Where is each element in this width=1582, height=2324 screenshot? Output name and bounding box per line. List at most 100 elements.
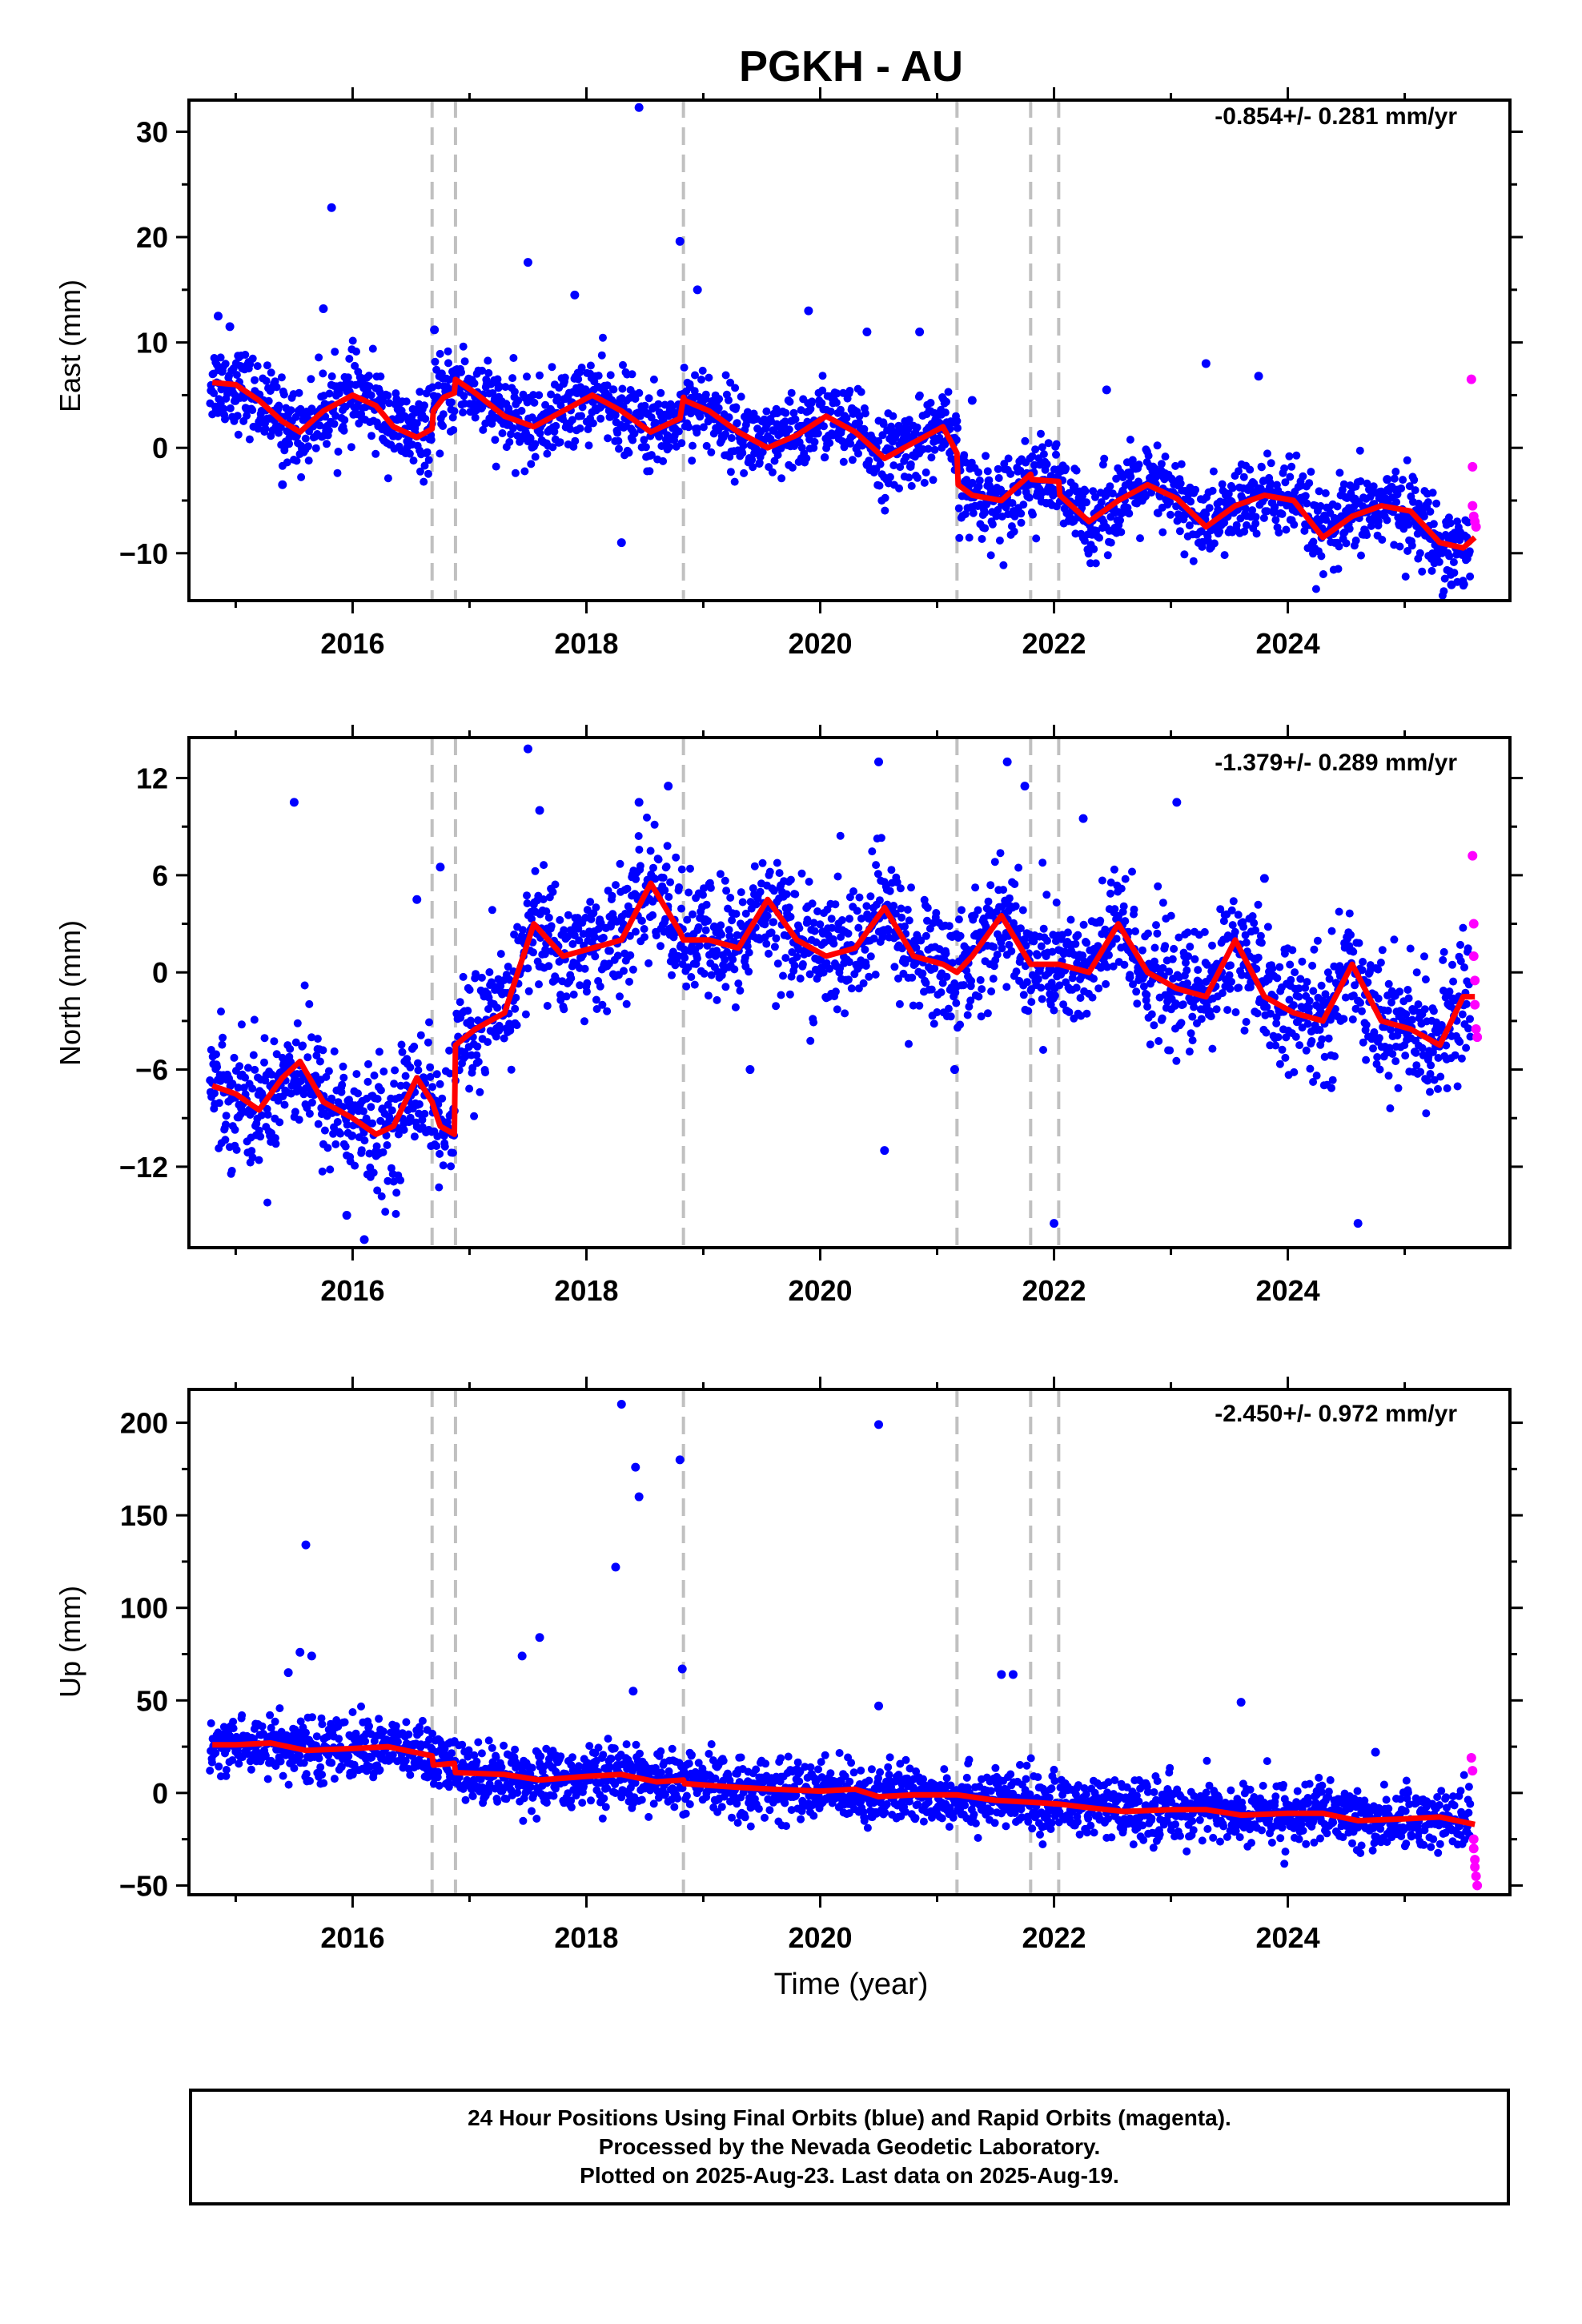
east-final-point — [367, 391, 375, 400]
north-final-point — [1458, 1010, 1467, 1019]
north-final-point — [1120, 960, 1129, 969]
north-final-point — [1234, 911, 1243, 919]
north-final-point — [218, 1040, 227, 1049]
north-final-point — [1388, 1050, 1397, 1058]
east-final-point — [921, 468, 930, 476]
east-final-point — [1017, 518, 1026, 527]
north-final-point — [1011, 902, 1020, 911]
north-final-point — [1034, 975, 1042, 983]
north-final-point — [271, 1140, 280, 1148]
north-final-point — [447, 1162, 456, 1171]
east-final-point — [1428, 489, 1437, 497]
east-final-point — [1439, 587, 1448, 596]
north-rapid-point — [1470, 975, 1480, 986]
east-final-point — [941, 408, 950, 417]
north-final-point — [1023, 978, 1031, 987]
east-final-point — [1103, 551, 1112, 560]
north-final-point — [275, 1118, 284, 1127]
north-final-point — [232, 1145, 241, 1154]
east-final-point — [826, 407, 835, 416]
north-final-point — [990, 943, 998, 951]
east-final-point — [981, 524, 990, 533]
east-final-point — [635, 388, 644, 397]
north-final-point — [896, 884, 905, 893]
north-final-point — [736, 987, 745, 995]
north-rapid-point — [1468, 951, 1479, 961]
north-final-point — [1168, 955, 1177, 963]
east-final-point — [232, 371, 241, 380]
east-final-point — [1311, 585, 1320, 593]
north-final-point — [1138, 946, 1146, 955]
east-final-point — [1391, 468, 1400, 476]
east-final-point — [478, 366, 487, 375]
east-final-point — [781, 408, 790, 417]
east-final-point — [644, 394, 653, 403]
north-final-point — [1253, 1009, 1262, 1018]
east-final-point — [460, 392, 468, 400]
east-final-point — [651, 418, 660, 427]
east-final-point — [1423, 498, 1432, 507]
north-final-point — [391, 1209, 400, 1218]
east-final-point — [275, 401, 283, 410]
east-final-point — [630, 429, 639, 438]
east-final-point — [1446, 519, 1455, 528]
east-final-point — [836, 405, 845, 414]
east-final-point — [324, 426, 333, 435]
north-final-point — [1082, 939, 1091, 947]
north-final-point — [315, 1057, 324, 1066]
east-final-point — [1191, 485, 1200, 494]
north-final-point — [612, 881, 620, 890]
east-final-point — [787, 388, 796, 397]
north-final-point — [1286, 960, 1295, 969]
east-final-point — [1427, 566, 1436, 575]
north-final-point — [260, 1058, 268, 1067]
north-final-point — [1256, 931, 1265, 940]
north-final-point — [1019, 991, 1028, 999]
north-final-point — [750, 862, 759, 870]
east-final-point — [865, 456, 873, 465]
east-final-point — [726, 378, 735, 387]
north-final-point — [523, 891, 531, 900]
east-final-point — [1081, 487, 1090, 496]
north-final-point — [1466, 1015, 1474, 1023]
east-final-point — [974, 468, 983, 476]
north-final-point — [773, 858, 781, 867]
north-final-point — [1303, 1019, 1312, 1028]
north-final-point — [1119, 902, 1128, 911]
north-final-point — [1303, 978, 1311, 987]
north-final-point — [521, 1010, 530, 1019]
north-final-point — [632, 875, 640, 883]
north-final-point — [793, 953, 801, 961]
up-final-point — [312, 1732, 321, 1741]
north-final-point — [420, 1109, 429, 1118]
east-outlier-points — [214, 103, 1456, 589]
north-final-point — [1154, 1037, 1163, 1045]
north-final-point — [1443, 1084, 1452, 1092]
north-final-point — [360, 1136, 369, 1145]
north-final-point — [1150, 943, 1159, 952]
north-final-point — [974, 992, 983, 1001]
north-final-point — [300, 981, 309, 990]
east-final-point — [889, 412, 897, 420]
up-final-point — [271, 1717, 279, 1726]
up-final-point — [263, 1775, 272, 1783]
east-final-point — [955, 533, 964, 542]
east-final-point — [889, 461, 898, 470]
east-final-point — [640, 436, 648, 444]
east-final-point — [459, 342, 468, 351]
north-final-point — [211, 1089, 219, 1098]
up-final-point — [266, 1711, 275, 1719]
north-final-point — [370, 1072, 379, 1080]
east-final-point — [1285, 452, 1294, 460]
east-final-point — [961, 510, 970, 518]
north-final-point — [314, 1120, 323, 1128]
east-outlier-point — [278, 480, 287, 489]
east-final-point — [596, 414, 605, 423]
north-final-point — [1177, 1019, 1186, 1027]
east-final-point — [1401, 573, 1410, 581]
east-final-point — [471, 413, 480, 422]
east-final-point — [698, 366, 707, 375]
north-final-point — [464, 1007, 472, 1015]
north-final-point — [1456, 1038, 1464, 1046]
